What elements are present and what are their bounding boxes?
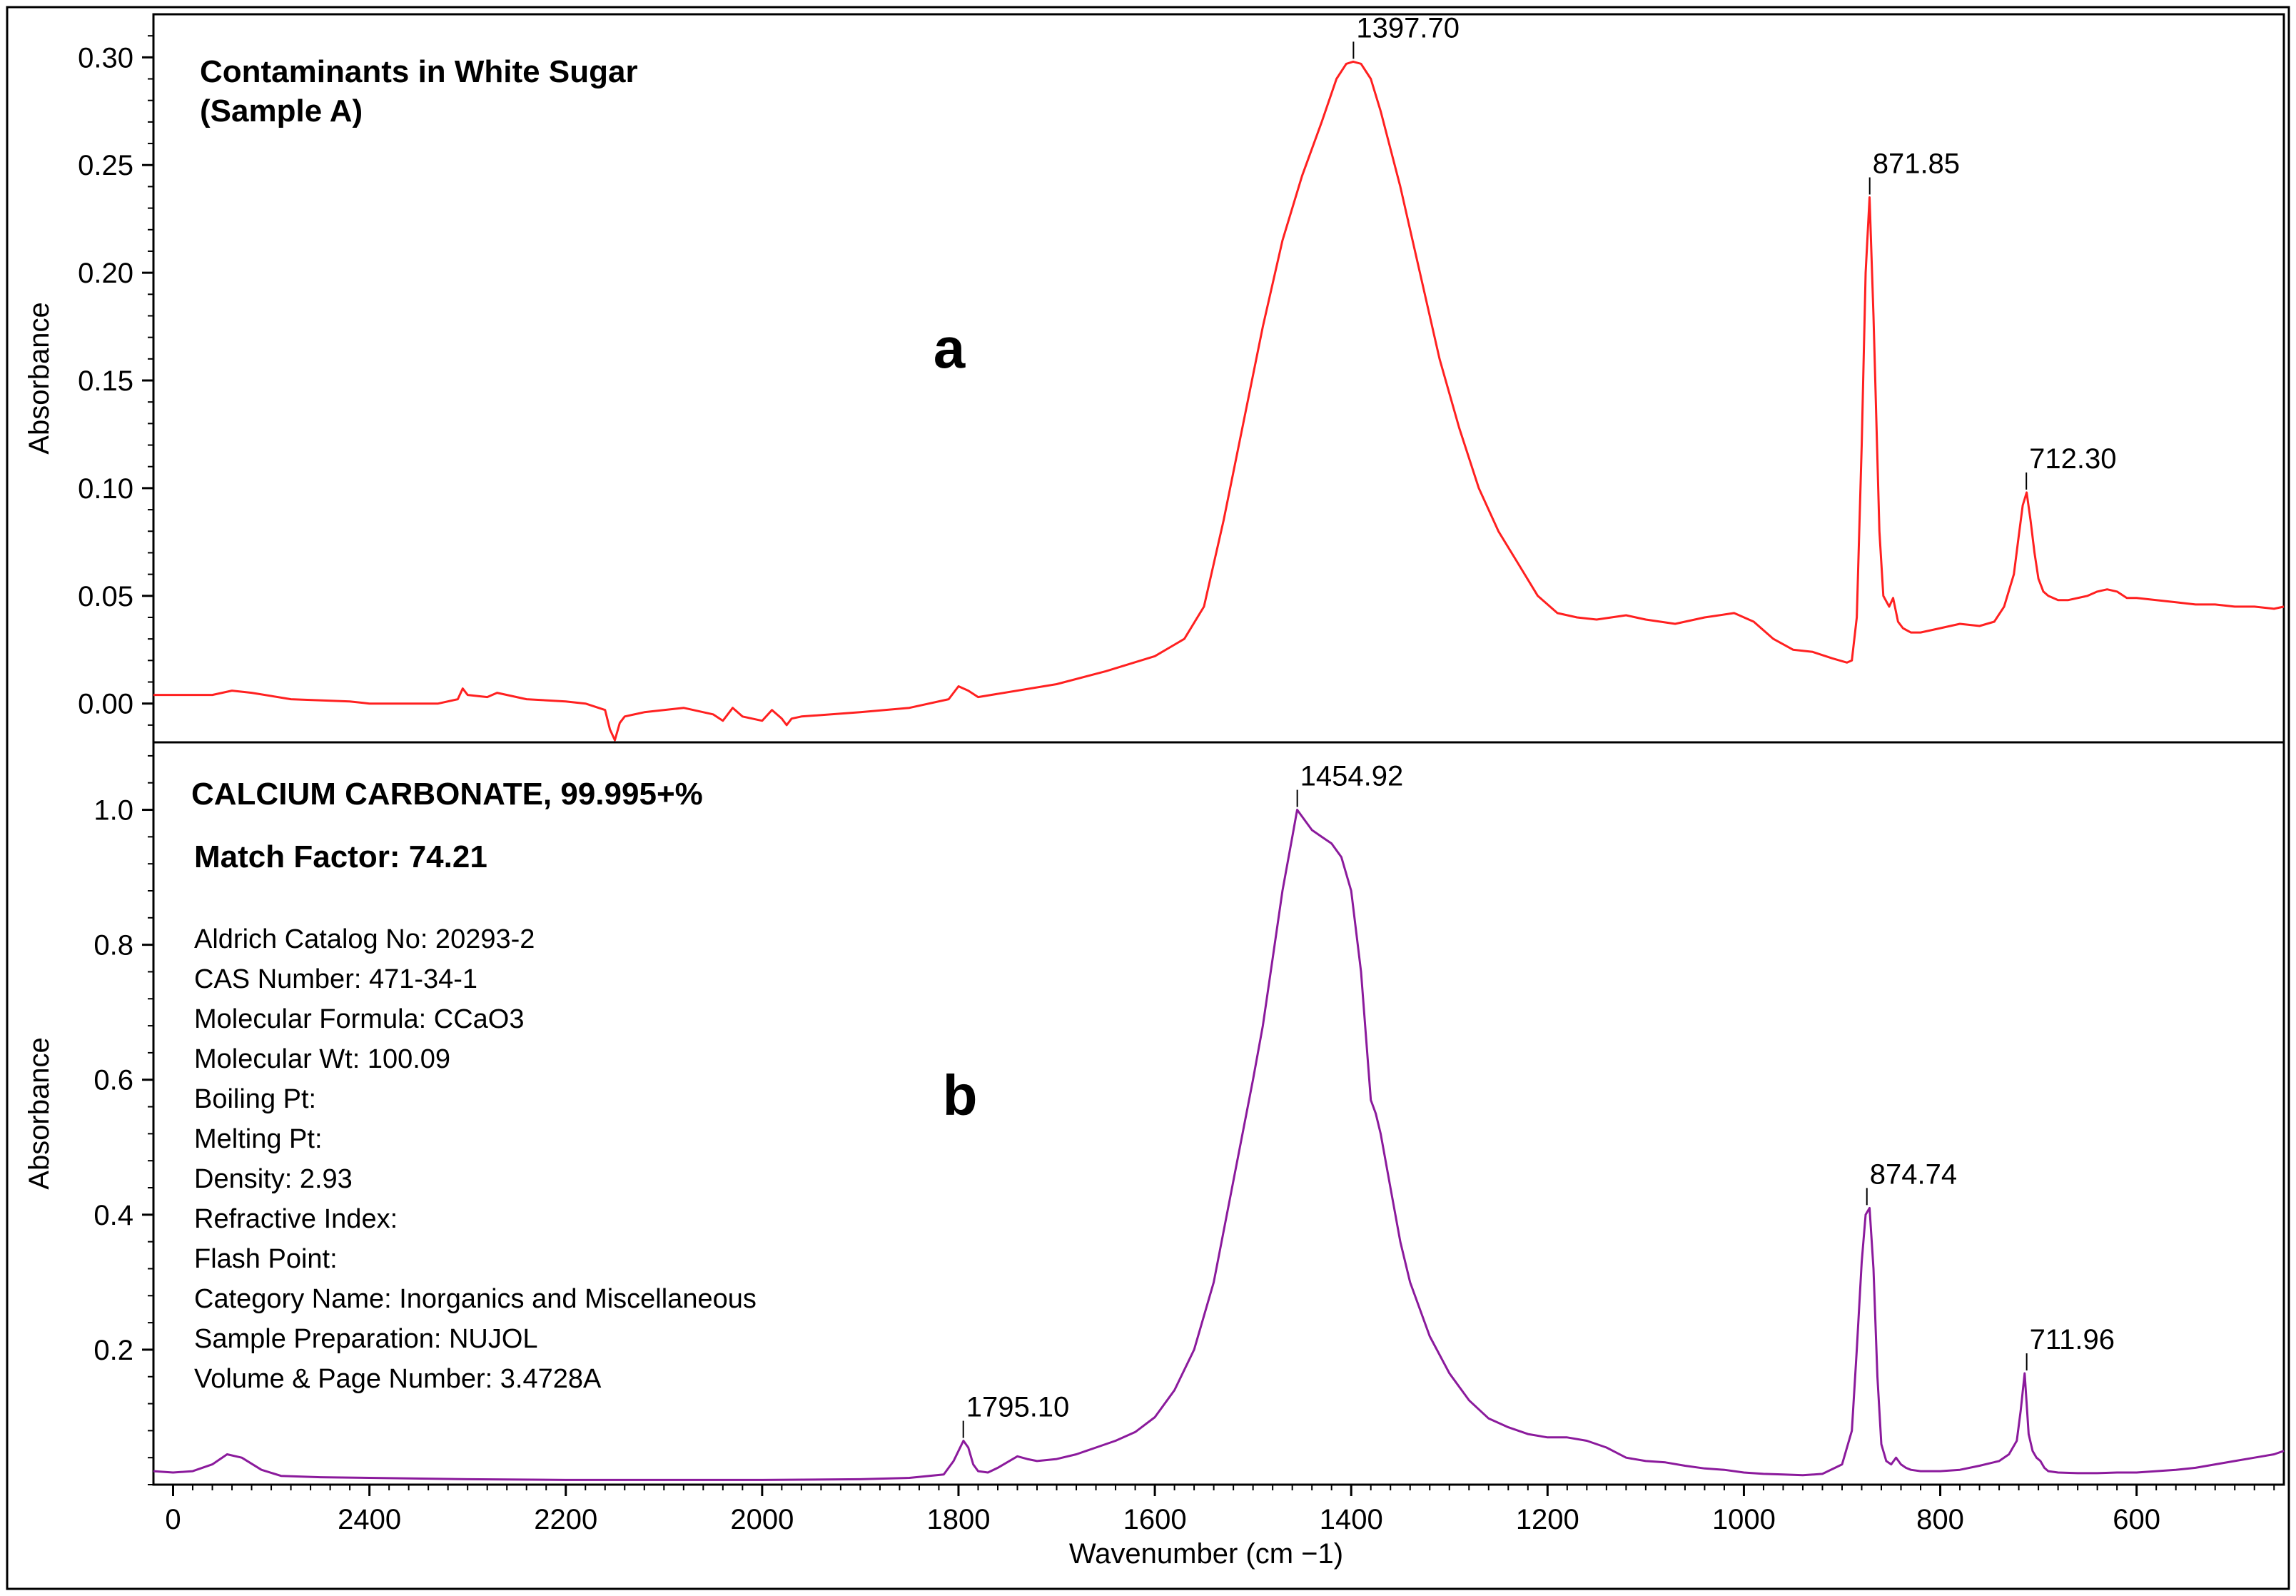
axis-ticks: 0 2400 2200 2000 1800 1600 1400 1200 1000 800 600 0… bbox=[78, 35, 2275, 1535]
y-tick-label-a: 0.05 bbox=[78, 581, 133, 612]
x-tick-label: 1000 bbox=[1712, 1504, 1776, 1535]
info-line: Density: 2.93 bbox=[194, 1164, 353, 1194]
peak-label: 1454.92 bbox=[1300, 761, 1404, 792]
peak-label: 871.85 bbox=[1873, 148, 1960, 180]
info-line: Boiling Pt: bbox=[194, 1084, 316, 1114]
peak-label: 711.96 bbox=[2030, 1324, 2115, 1355]
panel-a-title-line1: Contaminants in White Sugar bbox=[200, 54, 638, 89]
spectrum-line-a bbox=[153, 60, 2285, 742]
panel-a-title-line2: (Sample A) bbox=[200, 94, 363, 128]
info-line: Volume & Page Number: 3.4728A bbox=[194, 1364, 602, 1394]
x-tick-label: 1600 bbox=[1123, 1504, 1187, 1535]
y-tick-label-b: 1.0 bbox=[93, 795, 133, 827]
info-line: Melting Pt: bbox=[194, 1124, 323, 1154]
peak-annotations: 1397.70 871.85 712.30 1795.10 1454.92 874.74 7… bbox=[962, 12, 2117, 1438]
panel-b-letter: b bbox=[943, 1064, 978, 1127]
y-tick-label-a: 0.20 bbox=[78, 258, 133, 289]
match-factor: Match Factor: 74.21 bbox=[194, 839, 487, 874]
outer-frame bbox=[6, 6, 2290, 1590]
panel-a-letter: a bbox=[934, 316, 966, 380]
x-tick-label: 2200 bbox=[534, 1504, 597, 1535]
x-tick-label: 600 bbox=[2113, 1504, 2160, 1535]
x-tick-label: 1200 bbox=[1516, 1504, 1579, 1535]
y-tick-label-a: 0.25 bbox=[78, 150, 133, 181]
y-tick-label-a: 0.00 bbox=[78, 689, 133, 720]
x-tick-label: 2400 bbox=[338, 1504, 401, 1535]
peak-label: 874.74 bbox=[1870, 1158, 1957, 1190]
x-axis-title: Wavenumber (cm −1) bbox=[1069, 1538, 1343, 1570]
x-tick-label: 1800 bbox=[926, 1504, 990, 1535]
x-tick-label: 800 bbox=[1916, 1504, 1964, 1535]
info-line: Aldrich Catalog No: 20293-2 bbox=[194, 924, 535, 954]
y-tick-label-a: 0.15 bbox=[78, 365, 133, 397]
y-tick-label-b: 0.4 bbox=[93, 1200, 133, 1231]
spectra bbox=[153, 60, 2285, 1481]
plot-frame bbox=[152, 13, 2285, 1486]
compound-name: CALCIUM CARBONATE, 99.995+% bbox=[191, 777, 703, 812]
info-line: Category Name: Inorganics and Miscellane… bbox=[194, 1284, 757, 1314]
y-axis-title-a: Absorbance bbox=[24, 302, 55, 454]
y-tick-label-b: 0.6 bbox=[93, 1065, 133, 1096]
info-line: Refractive Index: bbox=[194, 1204, 398, 1234]
spectrum-line-b bbox=[153, 809, 2285, 1481]
x-tick-label: 0 bbox=[165, 1504, 181, 1535]
info-line: Flash Point: bbox=[194, 1244, 338, 1274]
x-tick-label: 2000 bbox=[730, 1504, 794, 1535]
info-line: Molecular Wt: 100.09 bbox=[194, 1044, 450, 1074]
y-tick-label-a: 0.10 bbox=[78, 473, 133, 505]
peak-label: 1795.10 bbox=[966, 1392, 1070, 1423]
info-line: Molecular Formula: CCaO3 bbox=[194, 1004, 524, 1034]
y-axis-title-b: Absorbance bbox=[24, 1037, 55, 1189]
peak-label: 712.30 bbox=[2029, 443, 2116, 475]
y-tick-label-a: 0.30 bbox=[78, 42, 133, 74]
x-tick-label: 1400 bbox=[1320, 1504, 1383, 1535]
compound-info: Aldrich Catalog No: 20293-2 CAS Number: 4… bbox=[194, 924, 757, 1394]
y-tick-label-b: 0.2 bbox=[93, 1335, 133, 1366]
y-tick-label-b: 0.8 bbox=[93, 930, 133, 961]
info-line: Sample Preparation: NUJOL bbox=[194, 1324, 538, 1354]
info-line: CAS Number: 471-34-1 bbox=[194, 964, 477, 994]
peak-label: 1397.70 bbox=[1356, 12, 1460, 44]
